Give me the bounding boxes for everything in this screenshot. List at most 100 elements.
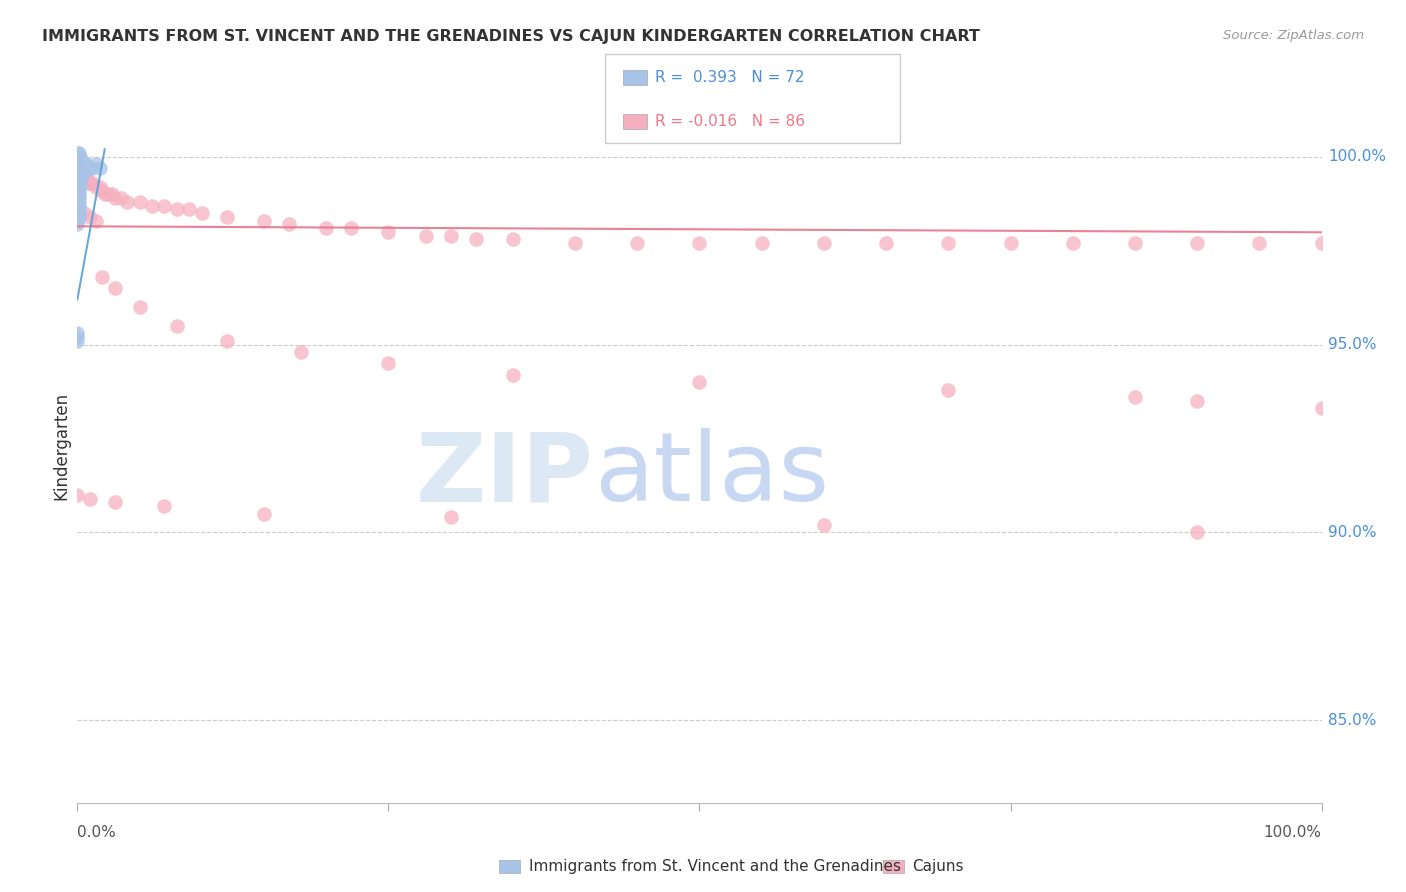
Point [813, 517, 835, 532]
Point [69, 172, 91, 186]
Point [73, 161, 96, 175]
Point [67, 165, 90, 179]
Point [67, 157, 90, 171]
Point [66, 187, 89, 202]
Point [153, 499, 176, 513]
Point [89, 179, 111, 194]
Point [82, 161, 104, 175]
Point [179, 202, 201, 217]
Point [69, 153, 91, 168]
Point [66, 165, 89, 179]
Point [77, 161, 100, 175]
Point [79, 491, 101, 506]
Point [67, 176, 90, 190]
Point [66, 326, 89, 341]
Point [72, 161, 94, 175]
Point [67, 161, 90, 175]
Point [938, 236, 960, 251]
Text: atlas: atlas [593, 428, 830, 521]
Point [66, 184, 89, 198]
Text: R =  0.393   N = 72: R = 0.393 N = 72 [655, 70, 804, 85]
Point [91, 184, 114, 198]
Text: 90.0%: 90.0% [1327, 524, 1376, 540]
Point [464, 232, 486, 246]
Point [76, 172, 98, 186]
Text: 100.0%: 100.0% [1327, 149, 1386, 164]
Point [72, 165, 94, 179]
Point [104, 495, 127, 509]
Point [66, 194, 89, 209]
Point [84, 157, 107, 171]
Point [97, 187, 120, 202]
Point [70, 169, 93, 183]
Point [315, 221, 337, 235]
Point [66, 150, 89, 164]
Point [813, 236, 835, 251]
Point [70, 161, 93, 175]
Point [66, 179, 89, 194]
Text: 100.0%: 100.0% [1264, 825, 1322, 840]
Point [166, 318, 188, 333]
Point [66, 172, 89, 186]
Point [67, 146, 90, 161]
Point [440, 510, 463, 524]
Point [91, 270, 114, 285]
Point [290, 345, 312, 359]
Point [93, 187, 115, 202]
Point [66, 161, 89, 175]
Point [67, 153, 90, 168]
Point [66, 172, 89, 186]
Point [67, 206, 90, 220]
Point [66, 191, 89, 205]
Point [66, 218, 89, 232]
Point [69, 169, 91, 183]
Point [1310, 236, 1333, 251]
Point [67, 169, 90, 183]
Point [253, 213, 276, 227]
Point [67, 179, 90, 194]
Point [1123, 236, 1146, 251]
Point [75, 172, 97, 186]
Point [67, 150, 90, 164]
Point [110, 191, 132, 205]
Point [1187, 393, 1209, 408]
Text: Immigrants from St. Vincent and the Grenadines: Immigrants from St. Vincent and the Gren… [529, 859, 901, 873]
Point [66, 488, 89, 502]
Point [689, 375, 711, 389]
Point [69, 150, 91, 164]
Point [73, 169, 96, 183]
Point [70, 165, 93, 179]
Point [66, 176, 89, 190]
Point [76, 161, 98, 175]
Point [104, 281, 127, 295]
Text: 85.0%: 85.0% [1327, 713, 1376, 728]
Point [502, 232, 524, 246]
Point [75, 157, 97, 171]
Point [67, 199, 90, 213]
Point [67, 187, 90, 202]
Text: Source: ZipAtlas.com: Source: ZipAtlas.com [1223, 29, 1364, 42]
Point [66, 169, 89, 183]
Point [69, 176, 91, 190]
Point [89, 161, 111, 175]
Point [66, 334, 89, 348]
Point [66, 153, 89, 168]
Point [66, 179, 89, 194]
Text: ZIP: ZIP [416, 428, 593, 521]
Text: R = -0.016   N = 86: R = -0.016 N = 86 [655, 114, 806, 128]
Point [166, 202, 188, 217]
Point [66, 206, 89, 220]
Point [626, 236, 648, 251]
Point [69, 165, 91, 179]
Point [67, 202, 90, 217]
Point [415, 228, 437, 243]
Point [751, 236, 773, 251]
Point [79, 161, 101, 175]
Point [128, 194, 150, 209]
Point [215, 210, 238, 224]
Point [277, 218, 299, 232]
Text: Cajuns: Cajuns [912, 859, 965, 873]
Point [1123, 390, 1146, 404]
Point [67, 194, 90, 209]
Point [1187, 236, 1209, 251]
